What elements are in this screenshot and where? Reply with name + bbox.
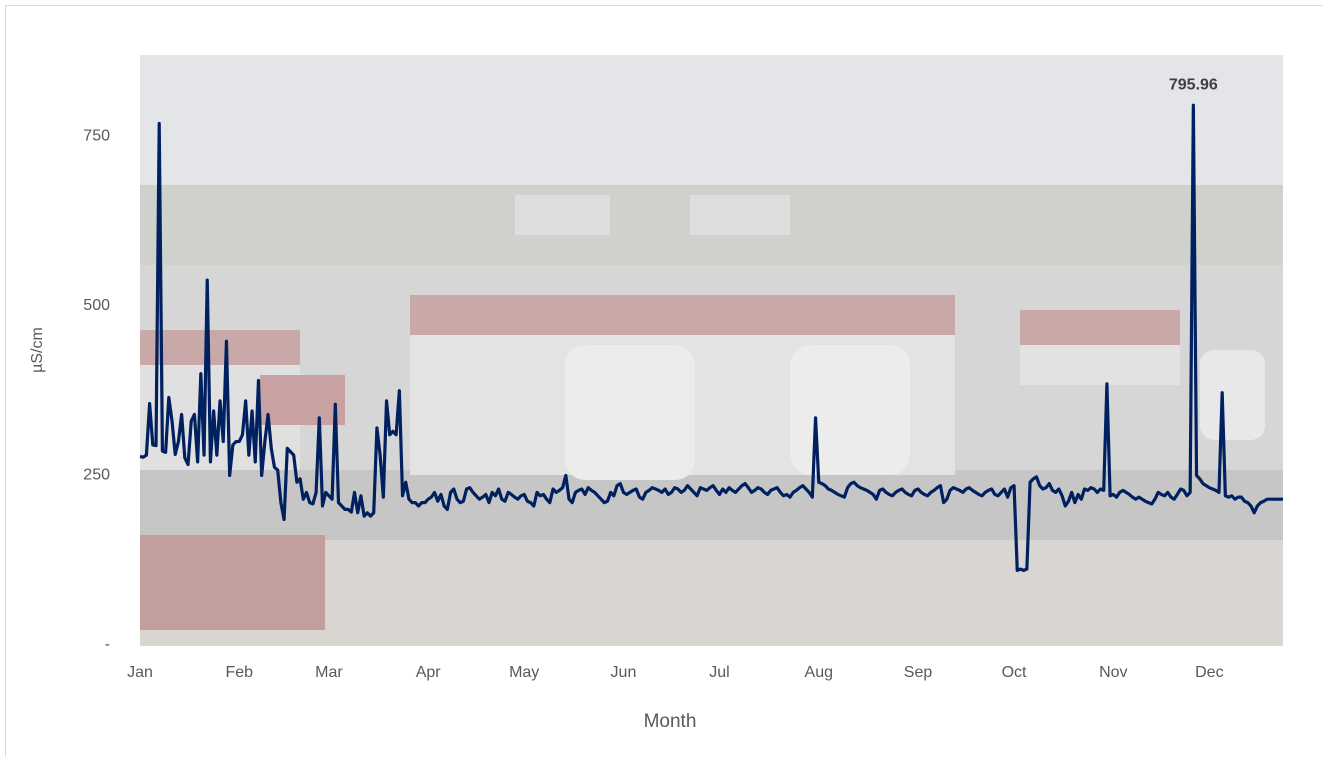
x-tick-label: Dec bbox=[1195, 664, 1223, 681]
x-tick-label: Jun bbox=[611, 664, 637, 681]
series-line bbox=[139, 103, 1283, 572]
x-tick-label: Oct bbox=[1002, 664, 1027, 681]
data-label: 795.96 bbox=[1169, 76, 1218, 93]
x-tick-label: Aug bbox=[805, 664, 833, 681]
x-tick-label: May bbox=[509, 664, 539, 681]
x-tick-label: Sep bbox=[904, 664, 933, 681]
y-axis-label: µS/cm bbox=[29, 327, 46, 373]
y-tick-label: 750 bbox=[83, 128, 110, 145]
y-tick-label: - bbox=[105, 636, 110, 653]
x-tick-label: Apr bbox=[416, 664, 442, 681]
x-tick-label: Jan bbox=[127, 664, 153, 681]
x-tick-label: Feb bbox=[225, 664, 253, 681]
x-tick-label: Mar bbox=[315, 664, 343, 681]
y-tick-label: 500 bbox=[83, 297, 110, 314]
y-tick-label: 250 bbox=[83, 467, 110, 484]
background-photo bbox=[140, 55, 1283, 645]
x-tick-label: Nov bbox=[1099, 664, 1127, 681]
x-axis-label: Month bbox=[644, 711, 697, 732]
x-tick-label: Jul bbox=[709, 664, 729, 681]
